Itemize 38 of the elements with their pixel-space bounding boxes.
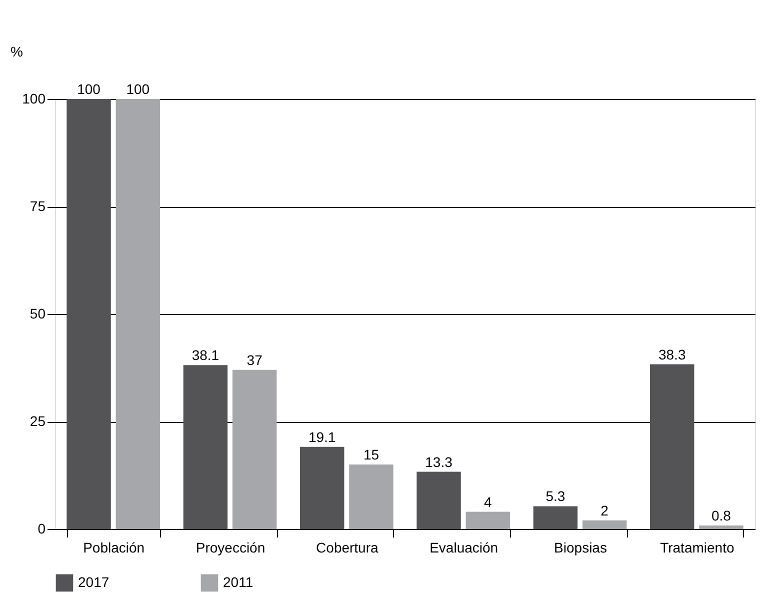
x-tick-label: Proyección: [196, 540, 266, 556]
bar: [232, 370, 277, 529]
bar: [533, 506, 578, 529]
bar: [66, 99, 111, 529]
data-label: 37: [246, 352, 263, 368]
bar: [582, 520, 627, 529]
bar: [116, 99, 160, 529]
y-tick-label: 100: [22, 90, 46, 106]
data-label: 100: [77, 81, 101, 97]
bar: [300, 446, 344, 529]
data-label: 4: [484, 494, 492, 510]
y-tick-label: 25: [30, 413, 46, 429]
x-tick-label: Biopsias: [554, 540, 607, 556]
y-tick-label: 75: [30, 198, 46, 214]
y-tick-label: 50: [30, 306, 46, 322]
x-tick-label: Población: [83, 540, 145, 556]
legend-label: 2017: [78, 574, 110, 590]
data-label: 19.1: [308, 428, 336, 445]
data-label: 13.3: [425, 454, 453, 470]
data-label: 38.1: [192, 347, 220, 364]
x-tick-label: Tratamiento: [660, 540, 734, 556]
y-tick-label: 0: [38, 520, 46, 536]
data-label: 100: [126, 81, 150, 97]
y-axis-title: %: [10, 44, 23, 60]
bar: [349, 464, 394, 529]
data-label: 0.8: [711, 508, 732, 524]
bar: [416, 472, 461, 529]
data-label: 2: [600, 502, 609, 518]
x-tick-label: Evaluación: [430, 540, 498, 556]
bar: [183, 365, 228, 529]
data-label: 5.3: [546, 488, 566, 504]
bar: [466, 512, 510, 529]
legend-label: 2011: [223, 574, 254, 590]
data-label: 38.3: [658, 346, 686, 362]
x-tick-label: Cobertura: [316, 540, 379, 556]
data-label: 15: [363, 446, 380, 462]
bar: [650, 364, 694, 529]
bar: [699, 526, 744, 529]
